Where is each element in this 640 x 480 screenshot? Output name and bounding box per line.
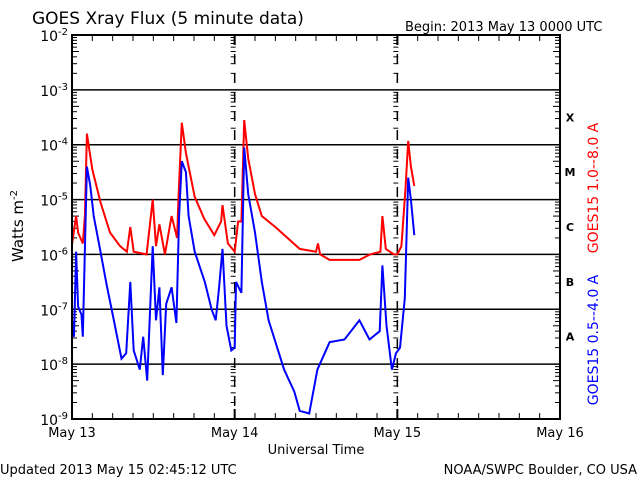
flare-class-label: A xyxy=(566,331,575,344)
y-tick-exponent: -7 xyxy=(58,301,68,312)
y-tick-exponent: -9 xyxy=(58,411,68,422)
updated-timestamp: Updated 2013 May 15 02:45:12 UTC xyxy=(0,463,237,478)
x-tick-label: May 16 xyxy=(536,426,584,441)
x-axis-label: Universal Time xyxy=(268,443,365,458)
y-tick-label: 10-2 xyxy=(40,27,68,45)
series-line-long-wave xyxy=(71,119,416,261)
y-tick-label: 10-8 xyxy=(40,356,68,374)
legend-entry: GOES15 0.5--4.0 A xyxy=(586,274,602,405)
y-tick-exponent: -3 xyxy=(58,82,68,93)
x-tick-labels: May 13 May 14 May 15 May 16 xyxy=(48,426,584,441)
y-tick-labels: 10-210-310-410-510-610-710-810-9 xyxy=(40,27,68,429)
grid-lines xyxy=(72,89,560,365)
axis-ticks xyxy=(72,35,560,419)
begin-label: Begin: 2013 May 13 0000 UTC xyxy=(405,20,602,35)
y-tick-base: 10 xyxy=(40,29,58,45)
y-axis-label: Watts m-2 xyxy=(9,190,27,262)
legend: GOES15 1.0--8.0 A GOES15 0.5--4.0 A xyxy=(586,122,602,405)
y-tick-label: 10-3 xyxy=(40,82,68,100)
y-tick-label: 10-4 xyxy=(40,137,68,155)
chart-title: GOES Xray Flux (5 minute data) xyxy=(32,9,304,29)
y-tick-base: 10 xyxy=(40,194,58,210)
y-tick-label: 10-6 xyxy=(40,246,68,264)
series-line-short-wave xyxy=(71,147,416,415)
y-tick-exponent: -2 xyxy=(58,27,68,38)
plot-frame xyxy=(71,34,561,420)
y-tick-label: 10-5 xyxy=(40,192,68,210)
flare-class-label: C xyxy=(566,221,574,234)
y-tick-exponent: -6 xyxy=(58,246,68,257)
y-tick-label: 10-7 xyxy=(40,301,68,319)
y-tick-base: 10 xyxy=(40,303,58,319)
y-tick-exponent: -4 xyxy=(58,137,68,148)
series-lines xyxy=(71,119,416,415)
x-tick-label: May 15 xyxy=(374,426,422,441)
x-tick-label: May 13 xyxy=(48,426,96,441)
flare-class-label: B xyxy=(566,276,574,289)
y-tick-base: 10 xyxy=(40,413,58,429)
y-tick-exponent: -8 xyxy=(58,356,68,367)
y-tick-label: 10-9 xyxy=(40,411,68,429)
legend-entry: GOES15 1.0--8.0 A xyxy=(586,122,602,253)
flare-class-label: M xyxy=(565,166,576,179)
flare-class-label: X xyxy=(566,111,575,124)
y-tick-exponent: -5 xyxy=(58,192,68,203)
x-tick-label: May 14 xyxy=(211,426,259,441)
flare-class-labels: X M C B A xyxy=(565,111,576,343)
y-tick-base: 10 xyxy=(40,139,58,155)
y-tick-base: 10 xyxy=(40,248,58,264)
credit-label: NOAA/SWPC Boulder, CO USA xyxy=(444,463,637,478)
y-tick-base: 10 xyxy=(40,358,58,374)
y-tick-base: 10 xyxy=(40,84,58,100)
